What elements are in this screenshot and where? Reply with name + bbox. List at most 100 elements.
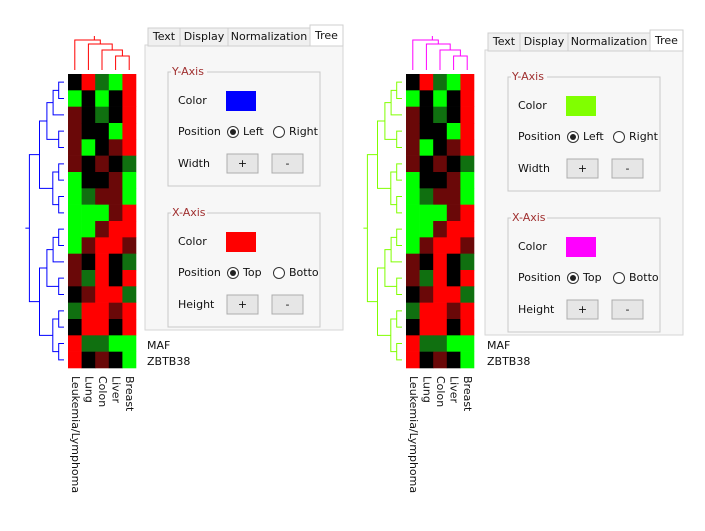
heatmap-cell [122, 270, 137, 287]
button-label[interactable]: + [578, 303, 587, 316]
radio-dot [230, 270, 236, 276]
heatmap-cell [433, 270, 448, 287]
heatmap-cell [446, 123, 461, 140]
tab-label[interactable]: Text [492, 35, 516, 48]
radio-button[interactable] [613, 131, 625, 143]
row-dendrogram [396, 81, 402, 99]
heatmap-cell [122, 237, 137, 254]
heatmap-cell [68, 270, 82, 287]
heatmap-cell [406, 351, 420, 369]
tab-label[interactable]: Normalization [231, 30, 307, 43]
heatmap-cell [460, 237, 475, 254]
column-dendrogram [439, 49, 461, 70]
row-dendrogram [390, 236, 402, 263]
button[interactable] [611, 158, 644, 179]
button-label[interactable]: + [238, 298, 247, 311]
row-dendrogram [58, 343, 64, 361]
row-label: ZBTB38 [147, 355, 190, 368]
field-label: Position [178, 266, 221, 279]
radio-button[interactable] [273, 267, 285, 279]
heatmap-cell [419, 302, 434, 320]
radio-button[interactable] [273, 126, 285, 138]
button-label[interactable]: + [578, 162, 587, 175]
heatmap-cell [68, 302, 82, 320]
radio-label[interactable]: Botto [629, 271, 659, 284]
tab-label[interactable]: Text [152, 30, 176, 43]
heatmap-cell [95, 253, 110, 271]
heatmap-cell [95, 221, 110, 238]
radio-label[interactable]: Right [289, 125, 319, 138]
color-swatch[interactable] [226, 232, 256, 252]
field-label: Height [518, 303, 555, 316]
button-label[interactable]: + [238, 157, 247, 170]
heatmap-cell [433, 351, 448, 369]
radio-label[interactable]: Right [629, 130, 659, 143]
heatmap-cell [446, 172, 461, 189]
heatmap-cell [81, 204, 96, 222]
row-dendrogram [396, 343, 402, 361]
heatmap-cell [446, 319, 461, 336]
heatmap-cell [460, 221, 475, 238]
radio-label[interactable]: Top [242, 266, 262, 279]
heatmap-cell [108, 351, 123, 369]
button[interactable] [271, 294, 304, 315]
heatmap-cell [122, 335, 137, 352]
heatmap-cell [95, 270, 110, 287]
group-title: X-Axis [172, 206, 206, 219]
heatmap-cell [81, 74, 96, 91]
heatmap-cell [446, 221, 461, 238]
radio-label[interactable]: Botto [289, 266, 319, 279]
button-label[interactable]: - [286, 157, 290, 170]
tab[interactable] [649, 29, 684, 52]
heatmap-cell [68, 286, 82, 303]
heatmap-cell [95, 139, 110, 156]
column-label: Liver [448, 376, 461, 403]
heatmap-cell [108, 106, 123, 124]
heatmap-cell [108, 319, 123, 336]
heatmap-view: Leukemia/Lymphoma Lung Colon Liver Breast [25, 36, 137, 493]
button-label[interactable]: - [626, 162, 630, 175]
radio-button[interactable] [613, 272, 625, 284]
heatmap-cell [68, 188, 82, 205]
row-dendrogram [52, 171, 59, 206]
button[interactable] [566, 158, 599, 179]
button-label[interactable]: - [286, 298, 290, 311]
radio-dot [230, 129, 236, 135]
button[interactable] [611, 299, 644, 320]
row-dendrogram [377, 267, 391, 336]
heatmap-cell [122, 74, 137, 91]
heatmap-cell [68, 90, 82, 107]
tab-label[interactable]: Normalization [571, 35, 647, 48]
heatmap-cell [419, 221, 434, 238]
heatmap-cell [81, 172, 96, 189]
radio-label[interactable]: Top [582, 271, 602, 284]
color-swatch[interactable] [566, 96, 596, 116]
heatmap-cell [460, 155, 475, 173]
heatmap-cell [122, 172, 137, 189]
tab-label[interactable]: Tree [314, 29, 338, 42]
radio-label[interactable]: Left [243, 125, 264, 138]
group-title-bg [511, 71, 547, 83]
heatmap-cell [108, 335, 123, 352]
tab-label[interactable]: Tree [654, 34, 678, 47]
column-label: Leukemia/Lymphoma [407, 376, 420, 493]
heatmap-cell [460, 319, 475, 336]
button[interactable] [226, 153, 259, 174]
color-swatch[interactable] [566, 237, 596, 257]
radio-label[interactable]: Left [583, 130, 604, 143]
heatmap-cell [446, 106, 461, 124]
button-label[interactable]: - [626, 303, 630, 316]
settings-panel: Text Display Normalization Tree Y-Axis Color P… [144, 24, 344, 368]
color-swatch[interactable] [226, 91, 256, 111]
heatmap-cell [446, 237, 461, 254]
heatmap-cell [433, 106, 448, 124]
button[interactable] [566, 299, 599, 320]
button[interactable] [226, 294, 259, 315]
column-label: Lung [420, 376, 433, 403]
button[interactable] [271, 153, 304, 174]
tab-label[interactable]: Display [524, 35, 565, 48]
column-label: Lung [82, 376, 95, 403]
tab-label[interactable]: Display [184, 30, 225, 43]
row-dendrogram [396, 277, 402, 295]
tab[interactable] [309, 24, 344, 47]
